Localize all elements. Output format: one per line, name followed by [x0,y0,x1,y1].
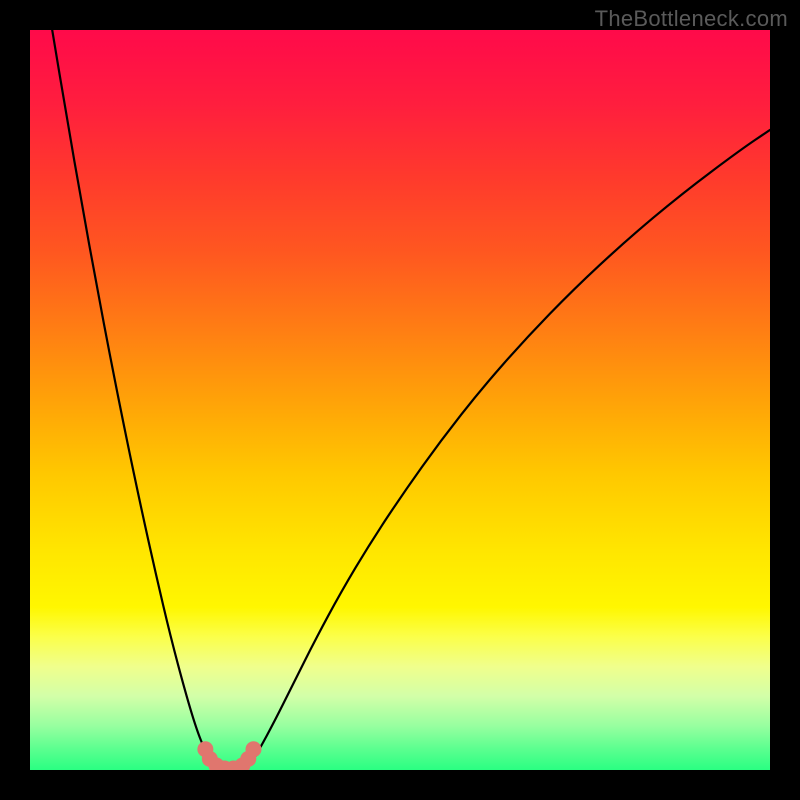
chart-curves [30,30,770,770]
plot-area [30,30,770,770]
watermark-text: TheBottleneck.com [595,6,788,32]
curve-left [52,30,213,764]
valley-markers-7 [245,741,261,757]
curve-right [251,130,770,764]
